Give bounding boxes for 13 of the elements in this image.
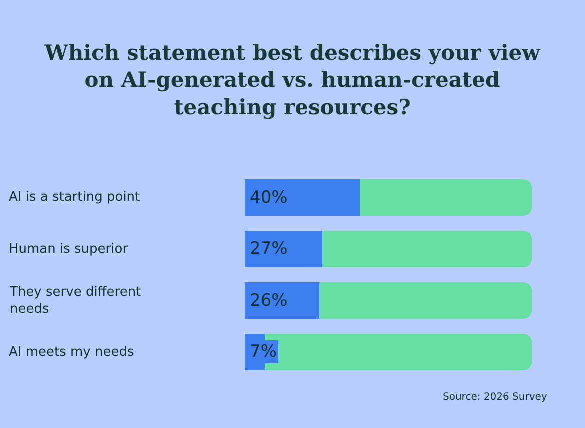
data-label: 26% [250,291,288,311]
data-label: 27% [250,239,288,259]
source-note: Source: 2026 Survey [443,392,548,403]
bar [322,231,532,268]
y-tick-label: AI is a starting point [9,190,140,205]
chart-title: Which statement best describes your view on AI-generated vs. human-created teaching resources? [44,40,542,120]
y-tick-label: AI meets my needs [9,345,134,360]
bar [360,180,532,216]
y-tick-label: Human is superior [9,242,129,257]
data-label: 40% [250,188,288,208]
y-tick-label: They serve different needs [9,285,142,317]
bar [320,282,532,319]
data-label: 7% [250,342,277,362]
